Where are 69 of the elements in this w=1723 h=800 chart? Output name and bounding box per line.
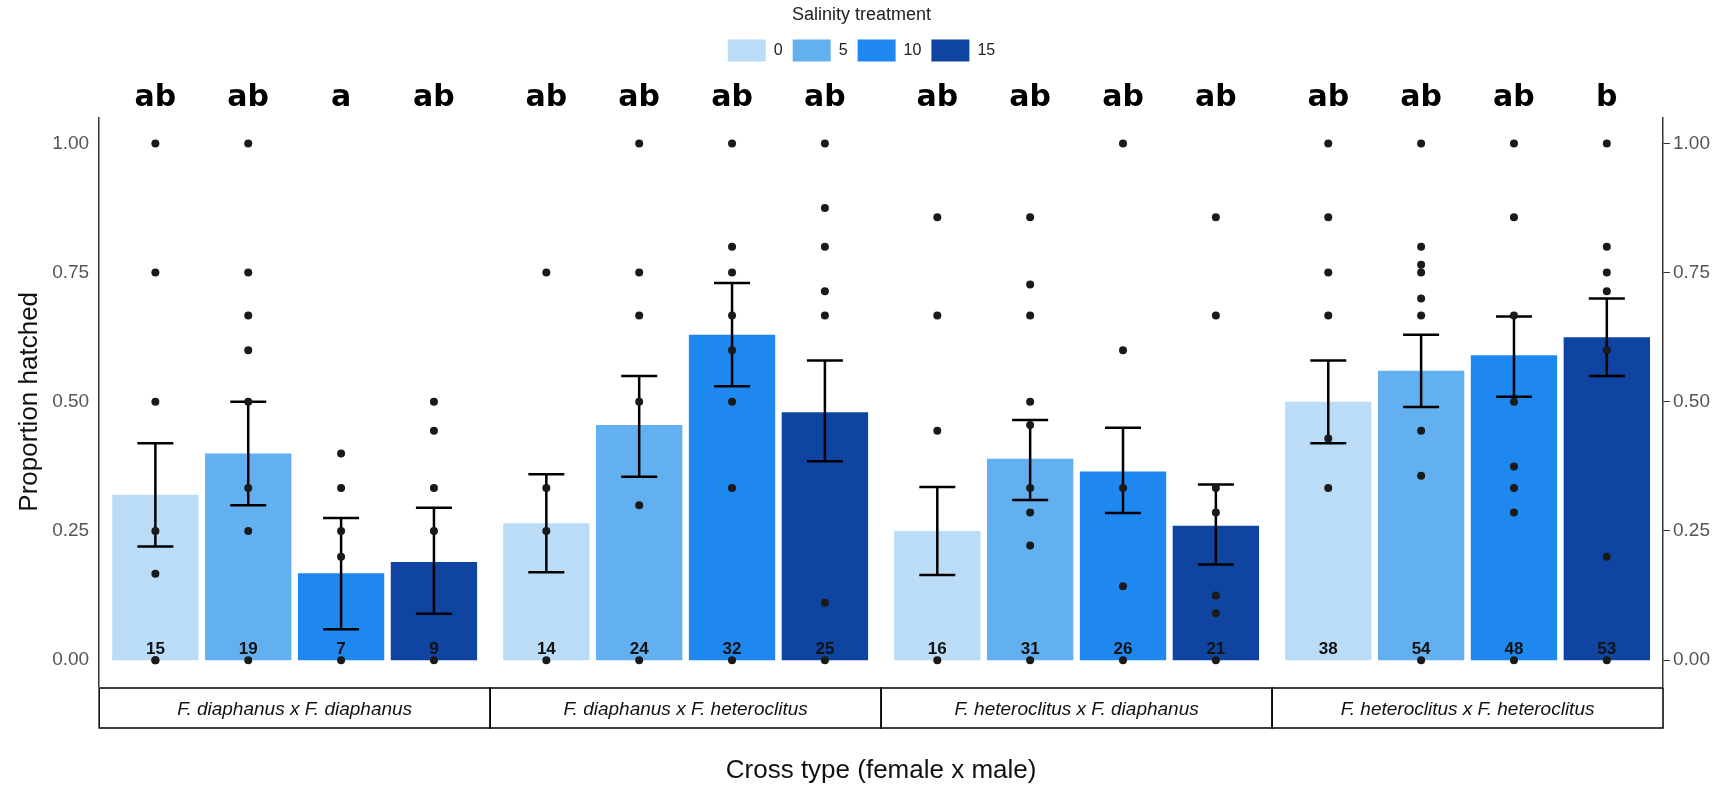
annotation: 25 <box>815 639 835 659</box>
bar <box>503 523 590 661</box>
x-tick-label: F. heteroclitus x F. diaphanus <box>954 697 1200 719</box>
bar <box>1470 355 1558 661</box>
bar <box>1285 401 1372 661</box>
text: b <box>1596 78 1618 114</box>
bar <box>205 453 292 661</box>
annotation: 48 <box>1504 639 1524 659</box>
bar <box>390 561 478 661</box>
y-tick-label: 0.25 <box>52 519 90 541</box>
annotation: 21 <box>1206 639 1226 659</box>
bar <box>1079 471 1167 661</box>
text: ab <box>1195 78 1237 114</box>
x-tick-label: F. diaphanus x F. heteroclitus <box>563 697 809 719</box>
text: ab <box>134 78 177 114</box>
bar <box>986 458 1074 661</box>
bar <box>297 573 385 661</box>
bar <box>894 530 981 661</box>
bar <box>1377 370 1465 661</box>
bar <box>1172 525 1260 661</box>
y2-tick-label: 0.00 <box>1673 648 1710 670</box>
annotation: 32 <box>722 639 742 659</box>
bar <box>688 334 776 661</box>
annotation: 7 <box>336 639 346 659</box>
annotation: 15 <box>145 639 165 659</box>
legend-label: 5 <box>838 41 848 59</box>
legend-label: 0 <box>773 41 783 59</box>
y-tick-label: 0.50 <box>52 390 90 412</box>
legend-title: Salinity treatment <box>791 3 932 24</box>
annotation: 53 <box>1597 639 1617 659</box>
bar <box>781 412 869 661</box>
annotation: 14 <box>536 639 557 659</box>
bar <box>596 425 683 661</box>
annotation: 54 <box>1411 639 1432 659</box>
bar <box>1563 337 1650 661</box>
y-tick-label: 1.00 <box>52 131 90 153</box>
legend-label: 15 <box>977 41 996 59</box>
text: ab <box>413 78 455 114</box>
text: ab <box>804 78 846 114</box>
annotation: 19 <box>238 639 258 659</box>
text: ab <box>525 78 568 114</box>
x-tick-label: F. heteroclitus x F. heteroclitus <box>1340 697 1595 719</box>
annotation: 38 <box>1318 639 1338 659</box>
text: ab <box>1102 78 1144 114</box>
annotation: 9 <box>429 639 439 659</box>
x-tick-label: F. diaphanus x F. diaphanus <box>177 697 413 719</box>
y2-tick-label: 0.50 <box>1673 390 1710 412</box>
text: ab <box>711 78 753 114</box>
annotation: 24 <box>629 639 650 659</box>
text: ab <box>1493 78 1535 114</box>
annotation: 31 <box>1020 639 1040 659</box>
y2-tick-label: 0.25 <box>1673 519 1710 541</box>
annotation: 16 <box>927 639 947 659</box>
text: ab <box>1400 78 1442 114</box>
y-tick-label: 0.00 <box>52 648 90 670</box>
x-axis-title: Cross type (female x male) <box>725 753 1037 784</box>
annotation: 26 <box>1113 639 1133 659</box>
bar <box>112 494 199 661</box>
legend-label: 10 <box>903 41 922 59</box>
text: ab <box>1307 78 1350 114</box>
text: a <box>330 78 352 114</box>
text: ab <box>916 78 959 114</box>
text: ab <box>1009 78 1052 114</box>
text: ab <box>227 78 270 114</box>
y2-tick-label: 1.00 <box>1673 131 1710 153</box>
y-axis-title: Proportion hatched <box>12 291 43 512</box>
text: ab <box>618 78 661 114</box>
y2-tick-label: 0.75 <box>1673 260 1710 282</box>
y-tick-label: 0.75 <box>52 260 90 282</box>
